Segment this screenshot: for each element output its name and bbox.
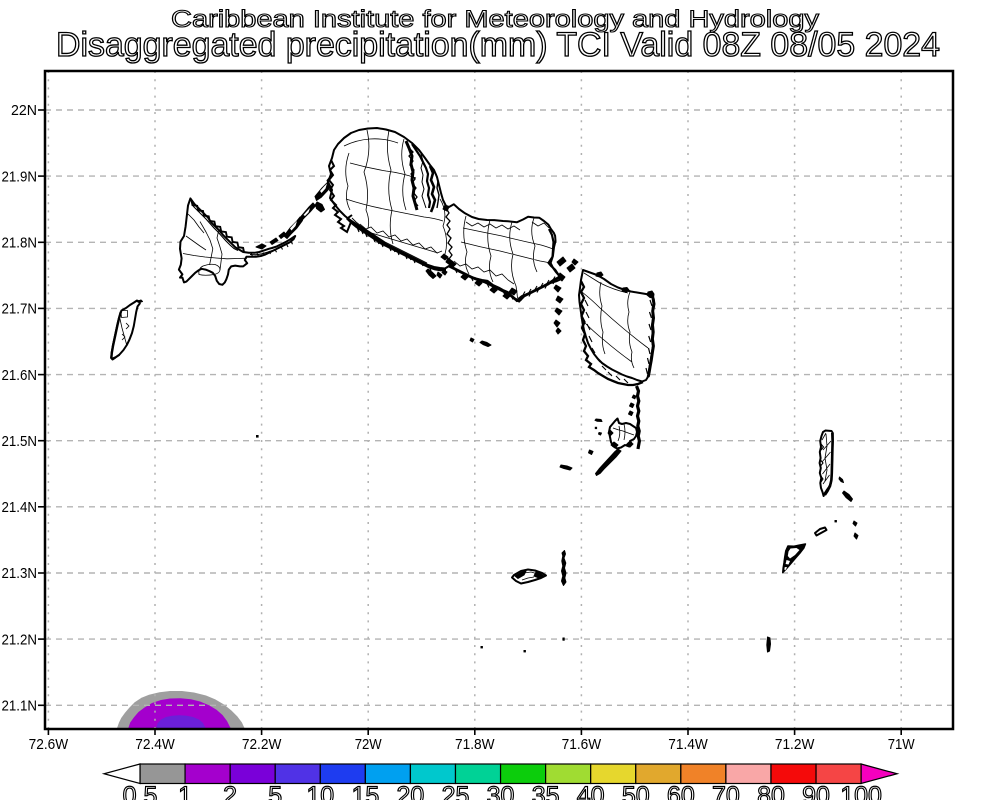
svg-text:21.4N: 21.4N [2, 500, 38, 516]
svg-text:21.3N: 21.3N [2, 566, 38, 582]
svg-text:100: 100 [840, 782, 882, 800]
svg-text:72.6W: 72.6W [29, 737, 69, 753]
svg-text:0.5: 0.5 [123, 782, 158, 800]
svg-text:21.6N: 21.6N [2, 368, 38, 384]
svg-text:1: 1 [178, 782, 192, 800]
svg-text:20: 20 [397, 782, 425, 800]
svg-text:72.2W: 72.2W [242, 737, 282, 753]
svg-text:30: 30 [487, 782, 515, 800]
svg-text:71W: 71W [888, 737, 915, 753]
svg-text:21.8N: 21.8N [2, 236, 38, 252]
svg-text:22N: 22N [11, 103, 37, 119]
svg-text:90: 90 [802, 782, 830, 800]
svg-text:Disaggregated precipitation(mm: Disaggregated precipitation(mm) TCI Vali… [56, 26, 940, 64]
svg-text:50: 50 [622, 782, 650, 800]
svg-text:40: 40 [577, 782, 605, 800]
svg-text:70: 70 [712, 782, 740, 800]
svg-text:15: 15 [351, 782, 379, 800]
svg-text:21.7N: 21.7N [2, 302, 38, 318]
svg-text:25: 25 [442, 782, 470, 800]
svg-text:71.8W: 71.8W [455, 737, 495, 753]
svg-text:72W: 72W [355, 737, 382, 753]
svg-text:5: 5 [268, 782, 282, 800]
svg-text:21.2N: 21.2N [2, 632, 38, 648]
svg-text:2: 2 [223, 782, 237, 800]
svg-text:21.9N: 21.9N [2, 169, 38, 185]
svg-text:71.4W: 71.4W [668, 737, 708, 753]
svg-text:80: 80 [757, 782, 785, 800]
svg-text:71.2W: 71.2W [775, 737, 815, 753]
svg-text:10: 10 [306, 782, 334, 800]
svg-text:60: 60 [667, 782, 695, 800]
svg-text:Caribbean Institute for Meteor: Caribbean Institute for Meteorology and … [171, 6, 819, 33]
svg-text:71.6W: 71.6W [562, 737, 602, 753]
svg-text:72.4W: 72.4W [135, 737, 175, 753]
svg-text:21.1N: 21.1N [2, 699, 38, 715]
svg-text:35: 35 [532, 782, 560, 800]
svg-text:21.5N: 21.5N [2, 434, 38, 450]
